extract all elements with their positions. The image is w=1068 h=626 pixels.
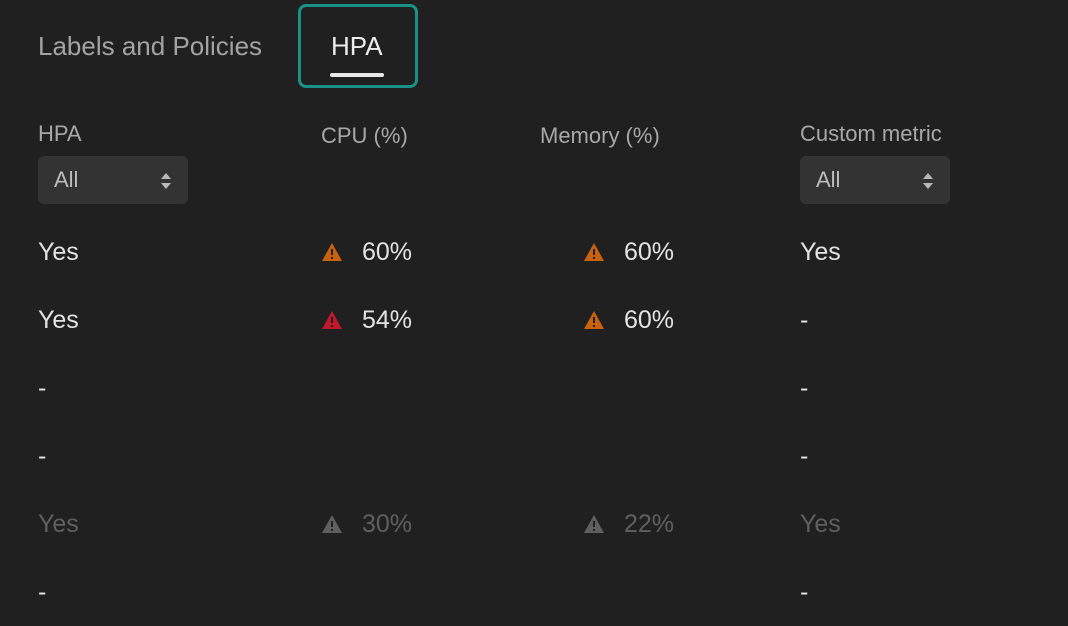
column-header-memory[interactable]: Memory (%) <box>540 123 660 148</box>
row-2-cpu-value: 54% <box>362 306 413 334</box>
row-1-custom-metric: Yes <box>800 238 841 266</box>
row-1-memory-value: 60% <box>624 238 675 266</box>
custom-metric-filter-select[interactable]: All <box>800 156 950 204</box>
select-arrows-icon <box>161 173 171 189</box>
warning-muted-icon <box>322 515 342 533</box>
row-2-memory: 60% <box>583 305 674 335</box>
tab-hpa-focus-outline <box>298 4 418 88</box>
row-1-memory: 60% <box>583 237 674 267</box>
warning-red-icon <box>322 311 342 329</box>
tab-hpa-active-indicator <box>330 73 384 77</box>
tab-labels-and-policies[interactable]: Labels and Policies <box>38 31 263 61</box>
row-5-memory-value: 22% <box>624 510 675 538</box>
row-4-custom-metric: - <box>800 442 809 470</box>
row-3-custom-metric: - <box>800 374 809 402</box>
column-header-custom-metric: Custom metric <box>800 121 942 146</box>
row-1-hpa: Yes <box>38 238 79 266</box>
warning-orange-icon <box>584 311 604 329</box>
row-6-hpa: - <box>38 578 47 606</box>
select-arrows-icon <box>923 173 933 189</box>
warning-orange-icon <box>322 243 342 261</box>
tab-hpa[interactable]: HPA <box>331 31 383 61</box>
row-4-hpa: - <box>38 442 47 470</box>
row-5-hpa: Yes <box>38 510 79 538</box>
row-1-cpu-value: 60% <box>362 238 413 266</box>
warning-orange-icon <box>584 243 604 261</box>
hpa-filter-value: All <box>54 167 79 192</box>
row-5-custom-metric: Yes <box>800 510 841 538</box>
column-header-hpa: HPA <box>38 121 82 146</box>
column-header-cpu[interactable]: CPU (%) <box>321 123 408 148</box>
row-3-hpa: - <box>38 374 47 402</box>
hpa-filter-select[interactable]: All <box>38 156 188 204</box>
row-5-memory: 22% <box>583 509 674 539</box>
row-5-cpu-value: 30% <box>362 510 413 538</box>
row-2-cpu: 54% <box>321 305 412 335</box>
custom-metric-filter-value: All <box>816 167 841 192</box>
row-6-custom-metric: - <box>800 578 809 606</box>
row-2-hpa: Yes <box>38 306 79 334</box>
row-2-custom-metric: - <box>800 306 809 334</box>
row-5-cpu: 30% <box>321 509 412 539</box>
row-1-cpu: 60% <box>321 237 412 267</box>
warning-muted-icon <box>584 515 604 533</box>
row-2-memory-value: 60% <box>624 306 675 334</box>
